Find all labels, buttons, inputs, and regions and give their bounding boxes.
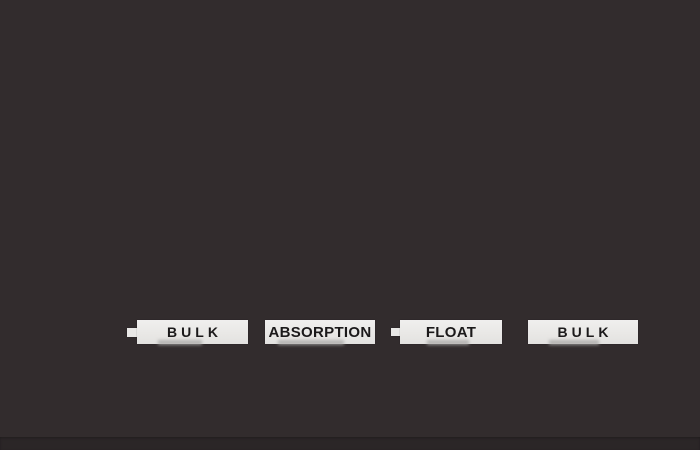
cell-label-bulk-1-text: BULK [167, 324, 222, 340]
cell-label-bulk-2-text: BULK [557, 324, 613, 340]
cell-label-bulk-1: BULK [137, 320, 248, 344]
cell-label-absorption-text: ABSORPTION [268, 323, 372, 341]
cell-label-float: FLOAT [400, 320, 502, 344]
cell-label-bulk-2: BULK [528, 320, 638, 344]
page-bottom-edge-strip [0, 437, 700, 450]
cell-label-absorption: ABSORPTION [265, 320, 375, 344]
connector-tab-float [391, 328, 401, 336]
cell-label-float-text: FLOAT [425, 323, 477, 341]
connector-tab-bulk-1 [127, 328, 138, 337]
